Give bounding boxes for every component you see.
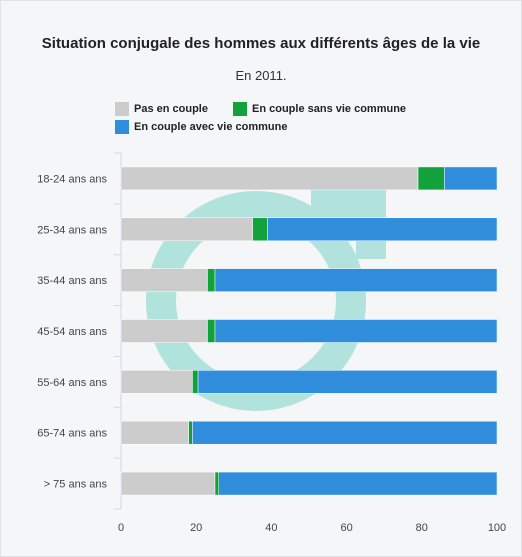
y-tick-label: 35-44 ans ans xyxy=(37,275,107,287)
bar-segment xyxy=(218,471,498,496)
y-tick-label: 18-24 ans ans xyxy=(37,173,107,185)
bar-segment xyxy=(207,268,216,292)
bar-segment xyxy=(214,319,498,343)
legend-item-en-couple-sans-vie-commune[interactable]: En couple sans vie commune xyxy=(233,102,406,116)
y-tick-label: 25-34 ans ans xyxy=(37,224,107,236)
bar-segment xyxy=(252,217,268,242)
bar-segment xyxy=(417,166,445,191)
bar-segment xyxy=(120,420,189,445)
bar-segment xyxy=(207,319,216,343)
bar-segment xyxy=(444,166,498,191)
bar-segment xyxy=(120,166,419,191)
bar-segment xyxy=(120,319,208,343)
x-tick-label: 40 xyxy=(265,522,277,534)
bar-segment xyxy=(192,370,199,394)
bar-segment xyxy=(267,217,498,242)
bar-segment xyxy=(120,268,208,292)
legend-label: Pas en couple xyxy=(134,103,208,115)
legend-item-en-couple-avec-vie-commune[interactable]: En couple avec vie commune xyxy=(115,120,287,134)
legend-label: En couple avec vie commune xyxy=(134,121,288,133)
y-tick-label: 65-74 ans ans xyxy=(37,428,107,440)
x-tick-label: 0 xyxy=(118,522,124,534)
legend-swatch xyxy=(115,120,129,134)
bar-segment xyxy=(197,370,498,394)
legend-item-pas-en-couple[interactable]: Pas en couple xyxy=(115,102,208,116)
x-tick-label: 80 xyxy=(416,522,428,534)
bar-segment xyxy=(120,471,216,496)
x-tick-label: 20 xyxy=(190,522,202,534)
legend-swatch xyxy=(233,102,247,116)
bar-segment xyxy=(120,370,193,394)
y-tick-label: > 75 ans ans xyxy=(44,479,108,491)
chart-title: Situation conjugale des hommes aux diffé… xyxy=(41,35,481,52)
legend-label: En couple sans vie commune xyxy=(252,103,407,115)
x-tick-label: 60 xyxy=(340,522,352,534)
chart-subtitle: En 2011. xyxy=(235,68,287,83)
bar-segment xyxy=(214,268,498,292)
bar-segment xyxy=(120,217,253,242)
y-tick-label: 45-54 ans ans xyxy=(37,326,107,338)
bar-segment xyxy=(192,420,498,445)
bar-segment xyxy=(214,471,220,496)
x-tick-label: 100 xyxy=(488,522,506,534)
y-tick-label: 55-64 ans ans xyxy=(37,377,107,389)
bar-segment xyxy=(188,420,193,445)
legend-swatch xyxy=(115,102,129,116)
